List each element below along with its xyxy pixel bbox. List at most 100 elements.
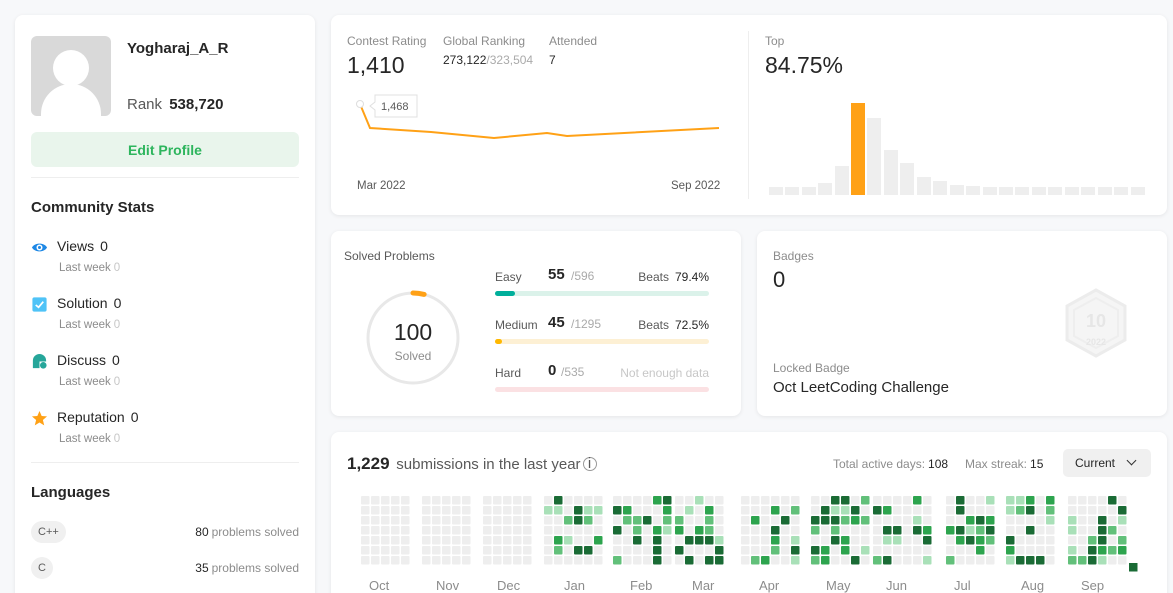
stat-views: Views 0 Last week 0 <box>31 237 299 277</box>
heatmap-cell <box>893 526 902 535</box>
heatmap-cell <box>554 556 563 565</box>
solved-ring[interactable]: 100 Solved <box>365 290 461 386</box>
difficulty-name: Hard <box>495 366 522 380</box>
ranking-histogram[interactable] <box>761 95 1161 195</box>
info-icon[interactable]: i <box>582 456 597 471</box>
edit-profile-button[interactable]: Edit Profile <box>31 132 299 167</box>
heatmap-cell <box>685 526 694 535</box>
heatmap-cell <box>361 536 370 545</box>
heatmap-cell <box>923 526 932 535</box>
stat-sub-value: 0 <box>113 319 121 331</box>
language-tag[interactable]: C <box>31 557 53 579</box>
heatmap-cell <box>1088 536 1097 545</box>
solved-problems-title: Solved Problems <box>344 249 435 263</box>
heatmap-cell <box>1088 496 1097 505</box>
heatmap-cell <box>574 506 583 515</box>
solved-total: 100 <box>394 319 432 345</box>
heatmap-cell <box>452 506 461 515</box>
languages-title: Languages <box>31 484 111 501</box>
heatmap-cell <box>923 496 932 505</box>
heatmap-cell <box>523 556 532 565</box>
avatar[interactable] <box>31 36 111 116</box>
heatmap-cell <box>493 526 502 535</box>
heatmap-cell <box>422 556 431 565</box>
heatmap-cell <box>761 546 770 555</box>
year-selector-label: Current <box>1075 456 1116 470</box>
heatmap-cell <box>1026 516 1035 525</box>
heatmap-cell <box>1046 556 1055 565</box>
heatmap-cell <box>422 506 431 515</box>
submission-heatmap[interactable] <box>331 432 1167 577</box>
global-ranking-label: Global Ranking <box>443 34 526 48</box>
heatmap-cell <box>432 546 441 555</box>
heatmap-cell <box>643 526 652 535</box>
histogram-bar <box>900 163 914 195</box>
difficulty-total: /596 <box>571 269 595 283</box>
heatmap-cell <box>781 516 790 525</box>
heatmap-cell <box>613 516 622 525</box>
difficulty-name: Medium <box>495 318 538 332</box>
heatmap-cell <box>1068 496 1077 505</box>
heatmap-cell <box>811 506 820 515</box>
heatmap-cell <box>715 516 724 525</box>
heatmap-cell <box>653 526 662 535</box>
badge-hexagon-icon[interactable]: 10 2022 <box>1061 287 1131 359</box>
heatmap-cell <box>1098 506 1107 515</box>
language-suffix: problems solved <box>211 525 299 539</box>
heatmap-cell <box>564 506 573 515</box>
divider <box>31 177 299 178</box>
histogram-bar <box>1032 187 1046 195</box>
heatmap-cell <box>861 546 870 555</box>
submission-count: 1,229 <box>347 454 390 473</box>
heatmap-cell <box>401 546 410 555</box>
heatmap-cell <box>1108 516 1117 525</box>
heatmap-cell <box>1108 496 1117 505</box>
heatmap-cell <box>1026 556 1035 565</box>
heatmap-cell <box>913 546 922 555</box>
active-days-value: 108 <box>928 457 949 471</box>
heatmap-cell <box>1078 536 1087 545</box>
heatmap-cell <box>623 526 632 535</box>
rating-line-chart[interactable]: 1,468 Mar 2022 Sep 2022 <box>331 15 751 215</box>
heatmap-cell <box>523 546 532 555</box>
heatmap-cell <box>633 506 642 515</box>
heatmap-cell <box>1088 506 1097 515</box>
heatmap-cell <box>715 526 724 535</box>
heatmap-cell <box>1078 516 1087 525</box>
heatmap-cell <box>371 526 380 535</box>
heatmap-cell <box>893 536 902 545</box>
heatmap-cell <box>771 536 780 545</box>
heatmap-cell <box>841 526 850 535</box>
heatmap-cell <box>483 536 492 545</box>
heatmap-cell <box>623 536 632 545</box>
heatmap-cell <box>923 546 932 555</box>
month-label: Jul <box>954 578 971 593</box>
stat-value: 0 <box>112 352 120 368</box>
heatmap-cell <box>1098 556 1107 565</box>
heatmap-cell <box>493 536 502 545</box>
heatmap-cell <box>361 496 370 505</box>
heatmap-cell <box>883 536 892 545</box>
heatmap-cell <box>381 516 390 525</box>
heatmap-cell <box>452 496 461 505</box>
heatmap-cell <box>1108 526 1117 535</box>
max-streak-label: Max streak: <box>965 457 1028 471</box>
stat-value: 0 <box>100 238 108 254</box>
stat-value: 0 <box>113 295 122 311</box>
histogram-bar <box>950 185 964 195</box>
heatmap-cell <box>986 506 995 515</box>
heatmap-cell <box>695 516 704 525</box>
language-tag[interactable]: C++ <box>31 521 66 543</box>
heatmap-cell <box>751 526 760 535</box>
heatmap-cell <box>1016 516 1025 525</box>
stat-value: 0 <box>130 409 139 425</box>
heatmap-cell <box>705 496 714 505</box>
locked-badge-label: Locked Badge <box>773 361 850 375</box>
histogram-bar <box>769 187 783 195</box>
rank-label: Rank <box>127 96 163 113</box>
year-selector[interactable]: Current <box>1063 449 1151 477</box>
difficulty-easy: Easy 55 /596 Beats 79.4% <box>495 266 709 296</box>
heatmap-cell <box>1036 536 1045 545</box>
rank: Rank 538,720 <box>127 96 223 113</box>
heatmap-cell <box>811 516 820 525</box>
